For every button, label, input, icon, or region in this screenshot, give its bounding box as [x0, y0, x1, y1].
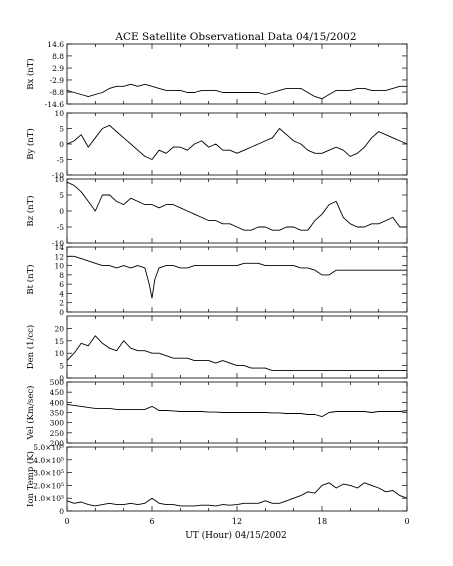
y-tick-label: 3.0×10⁵: [33, 469, 64, 478]
series-line-den: [66, 335, 407, 372]
x-tick-label: 18: [317, 517, 327, 526]
y-tick-label: -5: [57, 156, 65, 165]
panel-frame: [66, 112, 408, 176]
y-tick-label: 5: [59, 362, 64, 371]
y-tick-label: 2.0×10⁵: [33, 481, 64, 490]
y-tick-label: 0: [59, 140, 64, 149]
panel-by: 10 5 0 -5 -10 By (nT): [25, 109, 408, 180]
panel-group: 14.6 8.8 2.9 -2.9 -8.8 -14.6 Bx (nT) 10 5 0 -5 -10 B…: [25, 40, 410, 526]
y-tick-label: 450: [50, 388, 65, 397]
y-tick-label: 5: [59, 191, 64, 200]
y-tick-label: 15: [54, 337, 64, 346]
series-line-bt: [67, 255, 407, 299]
y-tick-label: -2.9: [50, 76, 65, 85]
y-axis-label: Bz (nT): [25, 195, 36, 226]
y-tick-label: 10: [54, 262, 64, 271]
y-tick-label: 350: [50, 409, 65, 418]
y-tick-label: 4.0×10⁵: [33, 456, 64, 465]
y-tick-label: 2.9: [52, 64, 64, 73]
y-tick-label: 500: [50, 378, 65, 387]
y-tick-label: -8.8: [50, 88, 65, 97]
y-axis-label: Vel (Km/sec): [25, 386, 36, 441]
x-tick-label: 12: [232, 517, 242, 526]
y-tick-label: 0: [59, 507, 64, 516]
y-axis-label: Ion Temp (K): [25, 451, 36, 507]
panel-frame: [66, 315, 408, 379]
x-axis-label: UT (Hour) 04/15/2002: [185, 530, 287, 541]
y-tick-label: 12: [54, 252, 64, 261]
series-line-by: [66, 124, 408, 160]
y-tick-label: 1.0×10⁵: [33, 494, 64, 503]
y-tick-label: -10: [52, 171, 64, 180]
y-tick-label: 2: [59, 299, 64, 308]
y-tick-label: 0: [59, 207, 64, 216]
panel-bz: 10 5 0 -5 -10 Bz (nT): [25, 175, 408, 248]
y-tick-label: -14.6: [45, 100, 64, 109]
y-axis-label: Den (1/cc): [25, 325, 36, 369]
y-axis-label: Bx (nT): [25, 58, 36, 90]
panel-temp: 5.0×10⁵ 4.0×10⁵ 3.0×10⁵ 2.0×10⁵ 1.0×10⁵ 0 Ion …: [25, 443, 408, 516]
y-tick-label: -10: [52, 239, 64, 248]
series-line-bz: [66, 181, 407, 231]
y-tick-label: 5: [59, 125, 64, 134]
y-tick-label: 300: [50, 419, 65, 428]
panel-frame: [66, 178, 408, 244]
series-line-bx: [66, 83, 407, 100]
series-line-vel: [66, 403, 408, 418]
y-tick-label: 0: [59, 374, 64, 383]
y-tick-label: 14: [54, 243, 64, 252]
y-tick-label: 4: [59, 289, 64, 298]
y-axis-label: Bt (nT): [25, 264, 36, 294]
y-tick-label: 10: [54, 349, 64, 358]
panel-frame: [66, 43, 408, 105]
y-tick-label: 250: [50, 429, 65, 438]
y-tick-label: 400: [50, 398, 65, 407]
x-tick-label: 6: [149, 517, 154, 526]
y-tick-label: 10: [54, 109, 64, 118]
x-tick-label: 0: [64, 517, 69, 526]
y-tick-label: 200: [50, 439, 65, 448]
y-tick-label: 14.6: [47, 40, 64, 49]
y-tick-label: 5.0×10⁵: [33, 443, 64, 452]
y-tick-label: 8: [59, 271, 64, 280]
chart-title: ACE Satellite Observational Data 04/15/2…: [114, 31, 356, 43]
y-axis-label: By (nT): [25, 128, 36, 160]
panel-bx: 14.6 8.8 2.9 -2.9 -8.8 -14.6 Bx (nT): [25, 40, 408, 109]
panel-frame: [66, 246, 408, 313]
y-tick-label: 0: [59, 308, 64, 317]
y-tick-label: -5: [57, 223, 65, 232]
series-line-temp: [66, 482, 408, 507]
y-tick-label: 8.8: [52, 52, 64, 61]
panel-frame: [66, 446, 408, 512]
panel-den: 20 15 10 5 0 Den (1/cc): [25, 315, 408, 383]
y-tick-label: 10: [54, 175, 64, 184]
x-tick-label: 0: [404, 517, 409, 526]
y-tick-label: 20: [54, 324, 64, 333]
y-tick-label: 6: [59, 280, 64, 289]
